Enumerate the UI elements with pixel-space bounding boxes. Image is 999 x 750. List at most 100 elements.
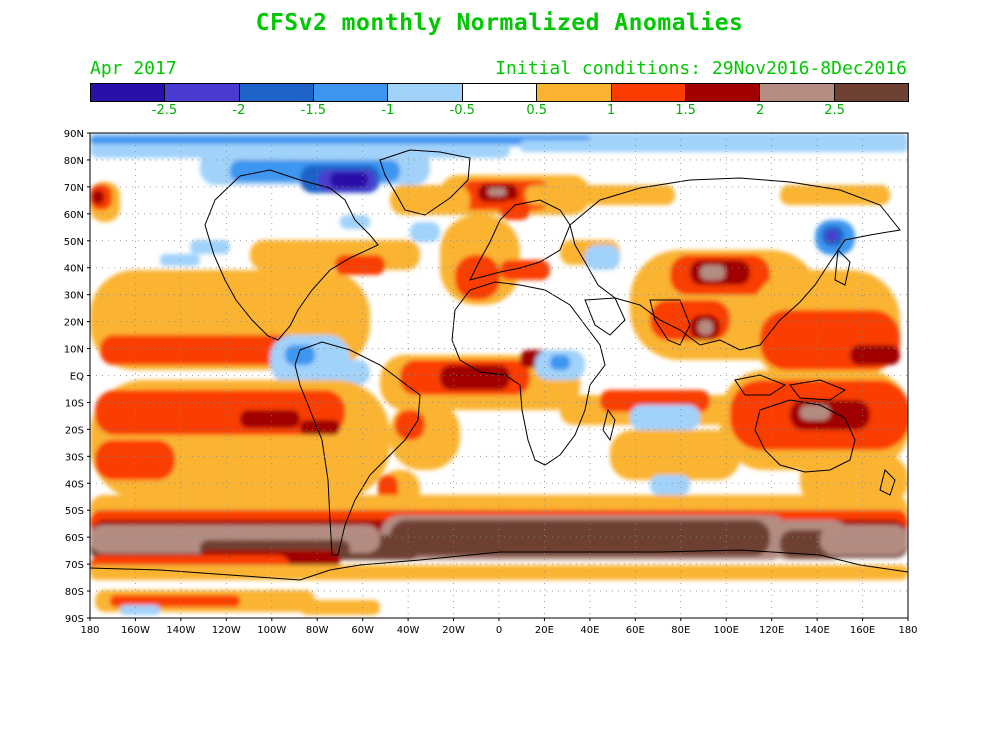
longitude-label: 140W [166, 625, 195, 636]
anomaly-patch [500, 260, 550, 280]
latitude-label: 50S [65, 506, 84, 517]
colorbar [90, 83, 909, 102]
anomaly-patch [390, 185, 470, 215]
latitude-label: 90N [64, 129, 84, 140]
anomaly-patch [850, 345, 900, 365]
anomaly-patch [500, 200, 530, 220]
longitude-label: 100E [714, 625, 739, 636]
latitude-label: 60N [64, 210, 84, 221]
coastline [469, 199, 571, 281]
colorbar-tick-label: -0.5 [449, 103, 475, 118]
latitude-label: 30S [65, 452, 84, 463]
colorbar-cell [314, 84, 389, 101]
coastline [754, 399, 856, 473]
coastline [379, 149, 471, 216]
coastline [834, 248, 851, 286]
colorbar-cell [462, 84, 538, 101]
anomaly-patch [488, 188, 506, 196]
anomaly-patch [285, 345, 315, 365]
colorbar-tick-label: -1.5 [300, 103, 327, 118]
anomaly-patch [650, 475, 690, 495]
coastline [204, 169, 379, 341]
colorbar-tick-label: 2 [755, 103, 765, 118]
anomaly-patch [100, 335, 300, 365]
latitude-label: 60S [65, 533, 84, 544]
latitude-label: 80S [65, 587, 84, 598]
target-month-label: Apr 2017 [90, 58, 177, 79]
colorbar-cell [834, 84, 908, 101]
anomaly-patch [90, 565, 908, 580]
latitude-label: 40S [65, 479, 84, 490]
longitude-label: 20W [442, 625, 465, 636]
anomaly-patch [550, 355, 570, 370]
longitude-labels: 180 160W 140W 120W 100W 80W 60W 40W 20W 0 20E 40E 60… [80, 618, 918, 636]
anomaly-patch [340, 215, 370, 229]
anomaly-patch [240, 410, 300, 428]
colorbar-cell [91, 84, 166, 101]
colorbar-tick-label: 0.5 [526, 103, 548, 118]
latitude-label: 70S [65, 560, 84, 571]
longitude-label: 140E [804, 625, 829, 636]
anomaly-patch [585, 245, 620, 270]
colorbar-labels: -2.5 -2 -1.5 -1 -0.5 0.5 1 1.5 2 2.5 [90, 103, 909, 121]
anomaly-patch [440, 365, 510, 390]
anomaly-patch [95, 440, 175, 480]
anomaly-patch [525, 185, 675, 205]
longitude-label: 80W [306, 625, 329, 636]
coastline [451, 281, 606, 466]
anomaly-patch [160, 254, 200, 266]
anomaly-patch [800, 455, 908, 505]
latitude-label: 30N [64, 291, 84, 302]
anomaly-patch [820, 525, 908, 555]
longitude-label: 160E [850, 625, 875, 636]
colorbar-cell [537, 84, 612, 101]
coastline [879, 469, 896, 496]
anomaly-patch [300, 420, 340, 435]
longitude-label: 40E [580, 625, 599, 636]
longitude-label: 120E [759, 625, 784, 636]
anomaly-patch [630, 405, 700, 430]
anomaly-patch [395, 410, 425, 440]
latitude-label: 40N [64, 264, 84, 275]
colorbar-cell [685, 84, 761, 101]
colorbar-cell [165, 84, 240, 101]
anomaly-patch [800, 405, 830, 420]
coastlines [90, 149, 908, 581]
anomaly-fields [90, 133, 908, 615]
coastline [294, 341, 421, 556]
latitude-label: 80N [64, 156, 84, 167]
colorbar-cell [611, 84, 686, 101]
anomaly-patch [190, 240, 230, 254]
colorbar-cell [239, 84, 315, 101]
anomaly-patch [698, 320, 713, 335]
colorbar-tick-label: 1 [607, 103, 616, 118]
anomaly-patch [520, 140, 908, 152]
anomaly-patch [410, 222, 440, 242]
grid-lines [90, 133, 908, 618]
longitude-label: 20E [535, 625, 554, 636]
anomaly-patch [300, 600, 380, 615]
anomaly-patch [390, 520, 770, 556]
latitude-label: 20N [64, 318, 84, 329]
latitude-label: 10N [64, 345, 84, 356]
colorbar-cell [760, 84, 835, 101]
map-title: CFSv2 monthly Normalized Anomalies [255, 10, 744, 36]
latitude-label: 70N [64, 183, 84, 194]
colorbar-tick-label: -1 [381, 103, 395, 118]
anomaly-patch [780, 185, 890, 205]
latitude-label: 20S [65, 425, 84, 436]
longitude-label: 180 [898, 625, 917, 636]
longitude-label: 0 [496, 625, 502, 636]
colorbar-tick-label: 1.5 [675, 103, 696, 118]
latitude-label: 90S [65, 614, 84, 625]
anomaly-patch [335, 255, 385, 275]
longitude-label: 120W [212, 625, 241, 636]
latitude-label: 50N [64, 237, 84, 248]
anomaly-patch [120, 605, 160, 615]
coastline [602, 408, 616, 442]
coastline [734, 374, 787, 396]
colorbar-cell [388, 84, 463, 101]
anomaly-patch [110, 595, 240, 607]
anomaly-patch [330, 172, 368, 188]
